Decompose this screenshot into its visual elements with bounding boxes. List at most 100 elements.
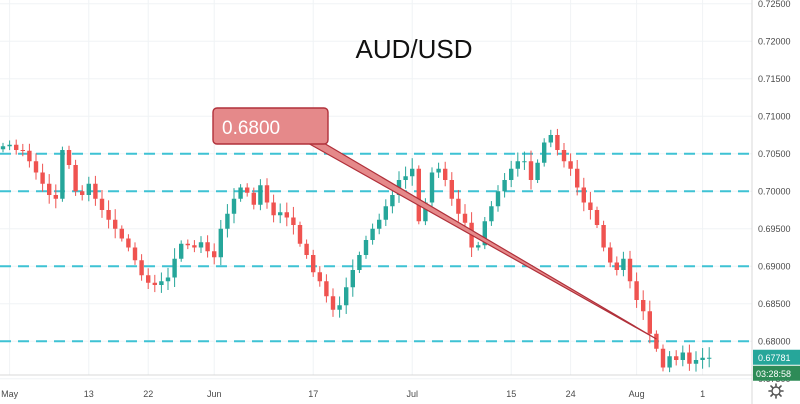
time-tick-label: Jul — [406, 389, 418, 399]
candle-body — [429, 172, 435, 203]
candle-body — [60, 150, 65, 199]
candle — [73, 159, 78, 196]
candle — [377, 213, 382, 235]
candle-body — [185, 243, 190, 246]
time-tick-label: 24 — [566, 389, 576, 399]
candle-body — [179, 243, 184, 259]
candle — [278, 203, 283, 224]
candle-body — [330, 296, 336, 310]
gear-icon[interactable] — [768, 383, 784, 399]
candle-body — [674, 356, 679, 360]
candle — [660, 344, 666, 372]
candle — [20, 143, 25, 157]
candle — [60, 146, 65, 202]
candle-body — [99, 198, 105, 210]
candle — [443, 161, 448, 187]
candle-body — [542, 142, 547, 163]
candle-body — [231, 198, 237, 214]
candle — [0, 142, 6, 153]
callout-box — [212, 107, 329, 145]
candle — [317, 266, 322, 287]
price-tick-label: 0.68500 — [758, 299, 791, 309]
candle — [687, 344, 692, 371]
candle — [93, 175, 98, 206]
candle — [693, 351, 699, 372]
candle — [542, 138, 547, 167]
price-tick-label: 0.70000 — [758, 186, 791, 196]
candle-body — [377, 219, 382, 229]
candle-body — [667, 356, 672, 368]
candle — [707, 347, 712, 368]
candle — [548, 129, 553, 148]
candle-body — [482, 221, 487, 246]
time-tick-label: 1 — [700, 389, 705, 399]
candle-body — [0, 146, 6, 150]
candle — [594, 206, 600, 229]
candle — [588, 191, 593, 220]
candle — [99, 189, 105, 218]
candle-body — [284, 212, 289, 218]
candle-body — [489, 206, 494, 222]
candle-body — [634, 281, 639, 300]
candle — [258, 179, 263, 211]
candle-body — [403, 176, 408, 180]
candle-body — [165, 277, 171, 282]
candle-body — [291, 217, 296, 225]
candle-body — [363, 240, 369, 255]
candle — [172, 248, 177, 288]
candle — [456, 189, 461, 222]
grid — [0, 0, 752, 380]
candle — [264, 178, 270, 209]
price-tick-label: 0.71000 — [758, 111, 791, 121]
candle — [449, 172, 454, 206]
annotation-callout[interactable]: 0.6800 — [212, 107, 657, 340]
candle — [291, 206, 296, 235]
candle-body — [311, 255, 316, 273]
candle — [198, 236, 204, 253]
candle-body — [594, 210, 600, 225]
candle — [212, 243, 217, 265]
countdown-label: 03:28:58 — [756, 369, 791, 379]
candle-body — [575, 168, 580, 188]
candle-body — [660, 348, 666, 368]
candle — [674, 350, 679, 366]
chart-title: AUD/USD — [355, 34, 472, 64]
candle — [403, 166, 408, 189]
time-axis[interactable]: May 13 22 Jun 17 Jul 15 24 Aug 1 — [1, 389, 705, 399]
candle-body — [245, 187, 250, 193]
candle — [106, 200, 111, 229]
candle — [27, 143, 32, 168]
candle-body — [449, 180, 454, 199]
candle-body — [113, 219, 118, 229]
candle-body — [495, 191, 501, 207]
candle — [192, 240, 197, 253]
candle — [429, 167, 435, 208]
candle — [205, 235, 210, 258]
candle — [132, 242, 138, 265]
time-tick-label: 15 — [506, 389, 516, 399]
candle — [146, 268, 151, 290]
candle — [601, 220, 606, 252]
candle-body — [588, 202, 593, 210]
candle — [245, 183, 250, 197]
candle — [502, 173, 507, 198]
candle-body — [14, 144, 19, 150]
candle — [304, 239, 309, 259]
candle — [667, 351, 672, 373]
candle-body — [614, 262, 619, 270]
candle — [641, 290, 646, 320]
candle — [509, 160, 514, 188]
candle-body — [456, 198, 461, 214]
candle — [152, 274, 157, 293]
candle — [185, 239, 190, 250]
candle — [14, 139, 19, 155]
candle-body — [581, 187, 586, 203]
candle-body — [317, 272, 322, 282]
candle — [495, 185, 501, 212]
candle-body — [535, 162, 540, 180]
price-tick-label: 0.69500 — [758, 224, 791, 234]
candle-body — [522, 161, 527, 163]
candle-body — [126, 238, 131, 248]
